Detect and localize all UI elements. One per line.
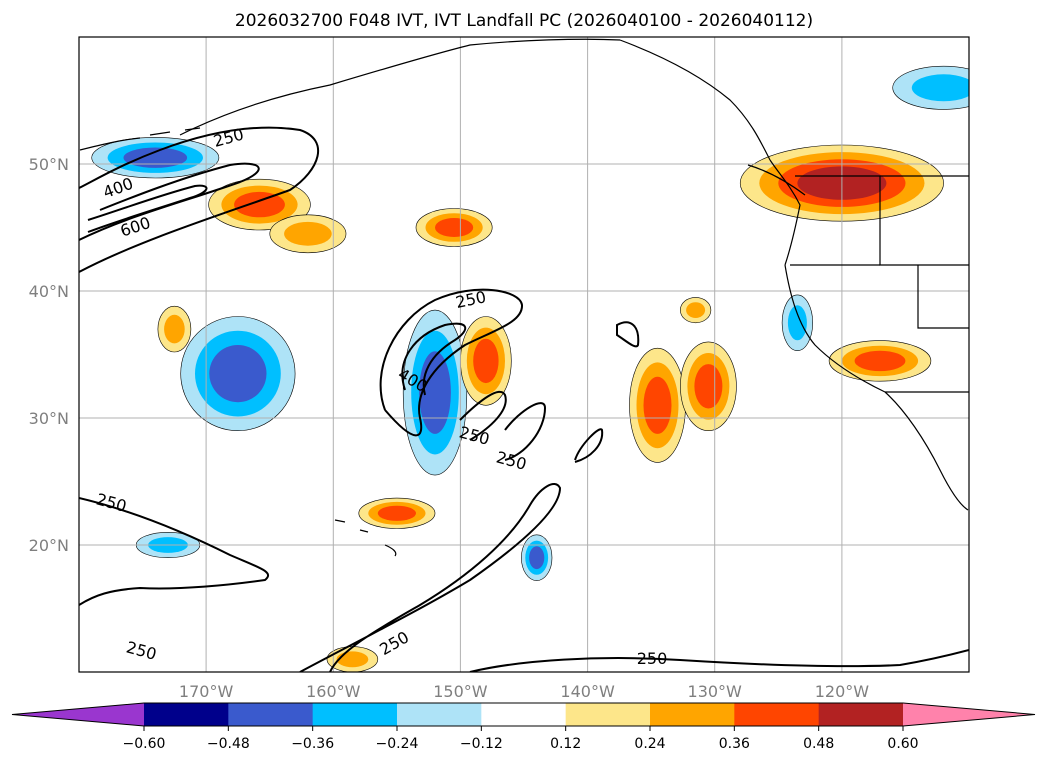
pc-shade — [435, 218, 474, 237]
border-states-3 — [917, 265, 969, 329]
colorbar-segment — [144, 703, 229, 726]
coastline-vancouver-island — [747, 164, 806, 196]
colorbar-segment — [228, 703, 314, 726]
y-tick-label: 50°N — [29, 155, 69, 174]
colorbar-extend-max — [903, 703, 1035, 726]
coastline-alaska — [179, 38, 621, 136]
ivt-contour-sw-250 — [79, 497, 269, 606]
x-tick-label: 170°W — [179, 682, 234, 701]
ivt-contour-south-250 — [299, 483, 562, 672]
pc-shade — [686, 302, 706, 318]
x-tick-label: 130°W — [688, 682, 743, 701]
colorbar-tick-label: 0.36 — [719, 736, 750, 752]
colorbar-extend-min — [12, 703, 144, 726]
colorbar: −0.60 −0.48 −0.36 −0.24 −0.12 0.12 0.24 0.36 0.4… — [11, 702, 1036, 752]
ivt-contour-central-250b — [459, 390, 507, 441]
coastline-bc — [769, 159, 801, 266]
x-tick-label: 140°W — [560, 682, 615, 701]
colorbar-tick-label: −0.24 — [376, 736, 419, 752]
pc-shade — [694, 364, 723, 409]
contour-label: 250 — [637, 649, 668, 668]
colorbar-segment — [650, 703, 735, 726]
y-tick-label: 30°N — [29, 409, 69, 428]
chart-title: 2026032700 F048 IVT, IVT Landfall PC (20… — [235, 11, 813, 31]
coastline-layer — [79, 38, 969, 557]
colorbar-segment — [565, 703, 651, 726]
colorbar-segment — [818, 703, 904, 726]
coastline-alaska-panhandle — [619, 39, 771, 161]
ivt-contour-central-250c — [504, 402, 547, 461]
pc-shade — [854, 350, 906, 372]
map-frame — [78, 36, 970, 673]
ivt-contour-central-250d — [574, 428, 604, 463]
pc-shade — [419, 351, 451, 434]
colorbar-tick-label: 0.24 — [634, 736, 665, 752]
ivt-contour-north-600 — [87, 184, 208, 233]
pc-shade — [284, 221, 332, 246]
pc-shade — [377, 505, 416, 521]
pc-shade — [234, 191, 285, 218]
pc-shading-layer — [91, 65, 969, 672]
colorbar-segment — [734, 703, 820, 726]
colorbar-tick-label: 0.48 — [803, 736, 834, 752]
pc-shade — [473, 338, 499, 384]
colorbar-segment — [397, 703, 482, 726]
pc-shade — [911, 74, 969, 102]
colorbar-tick-label: −0.36 — [291, 736, 334, 752]
colorbar-segment — [312, 703, 398, 726]
pc-shade — [123, 147, 188, 168]
colorbar-tick-label: 0.12 — [550, 736, 581, 752]
pc-shade — [529, 546, 545, 570]
y-axis-ticks: 20°N 30°N 40°N 50°N — [29, 155, 69, 555]
pc-shade — [209, 345, 267, 403]
x-tick-label: 120°W — [815, 682, 870, 701]
coastline-hawaii — [334, 519, 397, 557]
ivt-contour-layer — [79, 126, 969, 672]
ivt-contour-central-400 — [401, 322, 467, 396]
ivt-contour-small-250 — [616, 321, 640, 348]
pc-shade — [643, 376, 672, 434]
colorbar-segment — [481, 703, 567, 726]
pc-shade — [164, 314, 185, 344]
colorbar-tick-label: 0.60 — [887, 736, 918, 752]
colorbar-tick-label: −0.48 — [207, 736, 250, 752]
pc-shade — [787, 305, 807, 341]
graticule — [79, 37, 969, 672]
x-tick-label: 150°W — [433, 682, 488, 701]
coastline-aleutians — [79, 127, 201, 151]
coastline-baja — [884, 391, 969, 511]
x-tick-label: 160°W — [306, 682, 361, 701]
ivt-contour-north-250 — [79, 126, 320, 273]
ivt-contour-bottom-250 — [469, 649, 969, 672]
coastline-us-west — [784, 264, 886, 393]
y-tick-label: 40°N — [29, 282, 69, 301]
y-tick-label: 20°N — [29, 536, 69, 555]
x-axis-ticks: 170°W 160°W 150°W 140°W 130°W 120°W — [179, 682, 869, 701]
ivt-contour-central-250 — [379, 288, 524, 437]
pc-shade — [336, 651, 369, 668]
colorbar-tick-label: −0.12 — [460, 736, 503, 752]
colorbar-tick-label: −0.60 — [123, 736, 166, 752]
